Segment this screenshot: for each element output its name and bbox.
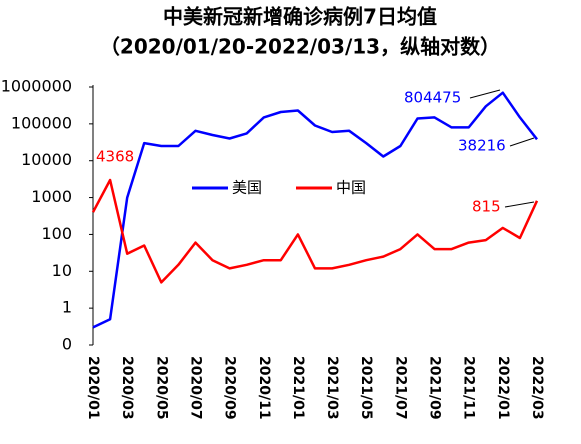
x-tick-label: 2022/03 <box>529 356 545 420</box>
y-tick-label: 100 <box>41 224 72 243</box>
chart-subtitle: （2020/01/20-2022/03/13，纵轴对数） <box>100 35 500 59</box>
y-tick-label: 100000 <box>11 113 72 132</box>
series-line <box>91 178 539 284</box>
x-tick-label: 2020/05 <box>153 356 169 420</box>
y-tick-label: 0 <box>62 335 72 354</box>
chart-title: 中美新冠新增确诊病例7日均值 <box>163 5 437 29</box>
y-tick-label: 10000 <box>21 150 72 169</box>
x-tick-label: 2022/01 <box>495 356 511 420</box>
annotation: 815 <box>472 198 501 216</box>
annotation-leader <box>469 89 501 99</box>
annotation: 38216 <box>458 137 506 155</box>
y-tick-label: 1000 <box>31 187 72 206</box>
x-tick-label: 2020/07 <box>187 356 203 420</box>
series-line <box>92 91 538 329</box>
x-tick-label: 2020/09 <box>222 356 238 420</box>
annotation: 804475 <box>404 89 461 107</box>
x-tick-label: 2021/07 <box>392 356 408 420</box>
annotation-leader <box>504 201 535 208</box>
x-tick-label: 2021/05 <box>358 356 374 420</box>
x-tick-label: 2021/11 <box>461 356 477 420</box>
x-tick-label: 2021/01 <box>290 356 306 420</box>
x-tick-label: 2021/09 <box>427 356 443 420</box>
annotation-leader <box>509 137 535 147</box>
x-tick-label: 2020/01 <box>85 356 101 420</box>
y-tick-label: 1000000 <box>1 77 72 96</box>
legend-label: 美国 <box>232 179 262 197</box>
x-tick-label: 2020/03 <box>119 356 135 420</box>
y-tick-label: 10 <box>52 261 72 280</box>
y-tick-label: 1 <box>62 298 72 317</box>
x-tick-label: 2020/11 <box>256 356 272 420</box>
legend-label: 中国 <box>336 179 366 197</box>
x-tick-label: 2021/03 <box>324 356 340 420</box>
annotation: 4368 <box>96 148 134 166</box>
